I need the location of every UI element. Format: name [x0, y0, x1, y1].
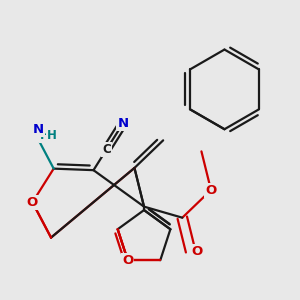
Text: O: O [122, 254, 134, 267]
Text: O: O [27, 196, 38, 209]
Text: N: N [33, 123, 44, 136]
Text: H: H [40, 129, 50, 142]
Text: O: O [191, 245, 202, 258]
Text: N: N [118, 117, 129, 130]
Text: H: H [47, 129, 57, 142]
Text: O: O [206, 184, 217, 196]
Text: C: C [102, 143, 111, 156]
